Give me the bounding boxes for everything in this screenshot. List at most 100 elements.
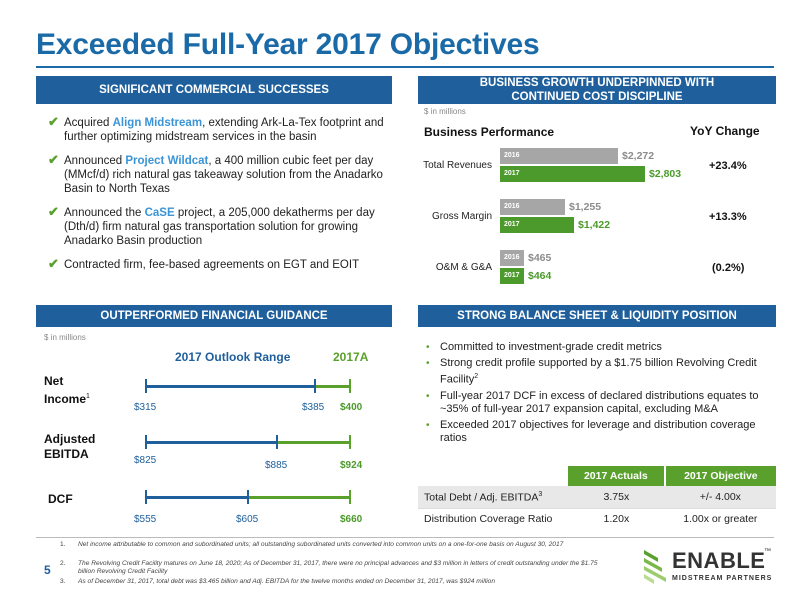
bar-year-label: 2016 xyxy=(504,152,520,159)
actual-tick xyxy=(349,490,351,504)
bullet-icon: • xyxy=(426,342,430,353)
title-divider xyxy=(36,66,774,68)
table-row: Distribution Coverage Ratio 1.20x 1.00x … xyxy=(418,507,776,530)
growth-header: BUSINESS GROWTH UNDERPINNED WITH CONTINU… xyxy=(418,76,776,104)
outlook-range-line xyxy=(146,496,248,499)
bar-year-label: 2017 xyxy=(504,272,520,279)
list-item: ✔ Announced Project Wildcat, a 400 millio… xyxy=(48,152,383,196)
range-low-value: $555 xyxy=(134,514,157,525)
actual-extension-line xyxy=(277,441,350,444)
bar-value-label: $2,272 xyxy=(622,150,655,162)
bar-2016: 2016 xyxy=(500,199,565,215)
logo-subtitle: MIDSTREAM PARTNERS xyxy=(672,575,773,582)
yoy-change-value: +13.3% xyxy=(709,211,747,223)
successes-list: ✔ Acquired Align Midstream, extending Ark… xyxy=(48,114,388,282)
yoy-change-title: YoY Change xyxy=(690,124,760,138)
growth-header-line2: CONTINUED COST DISCIPLINE xyxy=(511,91,683,103)
legend-outlook-range: 2017 Outlook Range xyxy=(175,350,291,364)
bar-2017: 2017 xyxy=(500,268,524,284)
guidance-label-adjusted-ebitda: Adjusted EBITDA xyxy=(44,432,96,461)
category-label: Gross Margin xyxy=(431,211,492,222)
bar-2017: 2017 xyxy=(500,166,645,182)
actual-extension-line xyxy=(315,385,350,388)
range-low-value: $825 xyxy=(134,455,157,466)
bar-2016: 2016 xyxy=(500,250,524,266)
range-high-value: $605 xyxy=(236,514,259,525)
list-item: • Strong credit profile supported by a $1… xyxy=(426,357,757,386)
table-cell: 3.75x xyxy=(568,486,665,508)
range-high-tick xyxy=(276,435,278,449)
check-icon: ✔ xyxy=(48,152,59,167)
footnote-1: 1. Net income attributable to common and … xyxy=(60,541,564,548)
range-low-tick xyxy=(145,379,147,393)
category-label: Total Revenues xyxy=(423,160,492,171)
check-icon: ✔ xyxy=(48,114,59,129)
actual-value: $400 xyxy=(340,402,363,413)
guidance-label-dcf: DCF xyxy=(48,492,73,506)
list-item: ✔ Announced the CaSE project, a 205,000 d… xyxy=(48,204,375,248)
table-cell: 1.00x or greater xyxy=(664,507,776,530)
bar-year-label: 2017 xyxy=(504,170,520,177)
footnote-3: 3. As of December 31, 2017, total debt wa… xyxy=(60,578,495,585)
business-performance-title: Business Performance xyxy=(424,125,555,139)
footer-divider xyxy=(36,537,774,538)
guidance-units-note: $ in millions xyxy=(44,333,86,342)
check-icon: ✔ xyxy=(48,204,59,219)
actual-value: $660 xyxy=(340,514,363,525)
range-low-tick xyxy=(145,490,147,504)
bar-value-label: $464 xyxy=(528,270,552,282)
list-item: • Exceeded 2017 objectives for leverage a… xyxy=(426,418,756,444)
list-item: ✔ Contracted firm, fee-based agreements o… xyxy=(48,256,360,272)
category-label: O&M & G&A xyxy=(435,262,492,273)
range-low-tick xyxy=(145,435,147,449)
row-label: Distribution Coverage Ratio xyxy=(418,507,568,530)
bar-year-label: 2017 xyxy=(504,221,520,228)
growth-header-line1: BUSINESS GROWTH UNDERPINNED WITH xyxy=(479,77,715,89)
actual-tick xyxy=(349,379,351,393)
yoy-change-value: (0.2%) xyxy=(712,262,745,274)
table-header-row: 2017 Actuals 2017 Objective xyxy=(418,466,776,486)
list-item: • Committed to investment-grade credit me… xyxy=(426,341,662,353)
actual-extension-line xyxy=(248,496,350,499)
actual-tick xyxy=(349,435,351,449)
successes-header: SIGNIFICANT COMMERCIAL SUCCESSES xyxy=(36,76,392,104)
bar-value-label: $1,422 xyxy=(578,219,611,231)
range-low-value: $315 xyxy=(134,402,157,413)
balance-header: STRONG BALANCE SHEET & LIQUIDITY POSITIO… xyxy=(418,305,776,327)
company-logo: ENABLE ™ MIDSTREAM PARTNERS xyxy=(638,540,778,590)
bar-value-label: $465 xyxy=(528,252,552,264)
logo-mark-icon xyxy=(644,550,666,584)
bar-value-label: $2,803 xyxy=(649,168,682,180)
range-high-value: $885 xyxy=(265,460,288,471)
column-header: 2017 Actuals xyxy=(568,466,666,486)
bar-2017: 2017 xyxy=(500,217,574,233)
metrics-table: 2017 Actuals 2017 Objective Total Debt /… xyxy=(418,466,776,530)
range-high-value: $385 xyxy=(302,402,325,413)
page-title: Exceeded Full-Year 2017 Objectives xyxy=(36,28,540,61)
guidance-header: OUTPERFORMED FINANCIAL GUIDANCE xyxy=(36,305,392,327)
row-label: Total Debt / Adj. EBITDA3 xyxy=(418,486,568,508)
outlook-range-line xyxy=(146,441,277,444)
range-high-tick xyxy=(247,490,249,504)
check-icon: ✔ xyxy=(48,256,59,271)
table-cell: 1.20x xyxy=(568,507,665,530)
bullet-icon: • xyxy=(426,358,430,369)
column-header: 2017 Objective xyxy=(664,466,776,486)
actual-value: $924 xyxy=(340,460,363,471)
table-row: Total Debt / Adj. EBITDA3 3.75x +/- 4.00… xyxy=(418,486,776,508)
footnote-2: 2. The Revolving Credit Facility matures … xyxy=(60,560,598,575)
page-number: 5 xyxy=(44,563,51,577)
range-high-tick xyxy=(314,379,316,393)
outlook-range-line xyxy=(146,385,315,388)
bar-year-label: 2016 xyxy=(504,203,520,210)
logo-trademark: ™ xyxy=(764,548,771,555)
balance-bullets: • Committed to investment-grade credit me… xyxy=(426,341,771,448)
bullet-icon: • xyxy=(426,419,430,431)
yoy-change-value: +23.4% xyxy=(709,160,747,172)
guidance-label-net-income: Net Income1 xyxy=(44,374,90,406)
table-cell: +/- 4.00x xyxy=(664,486,776,508)
legend-2017a: 2017A xyxy=(333,350,369,364)
list-item: • Full-year 2017 DCF in excess of declare… xyxy=(426,389,759,415)
list-item: ✔ Acquired Align Midstream, extending Ark… xyxy=(48,114,384,144)
bar-2016: 2016 xyxy=(500,148,618,164)
